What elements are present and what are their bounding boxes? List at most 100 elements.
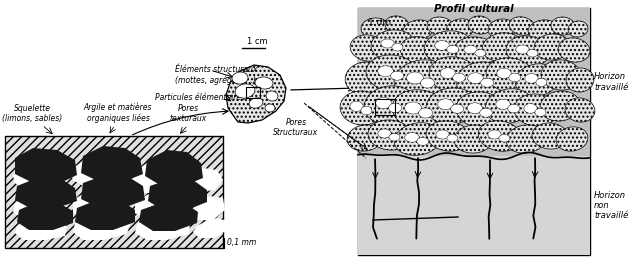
Ellipse shape [447, 45, 459, 53]
Text: Profil cultural: Profil cultural [434, 4, 514, 14]
Ellipse shape [568, 21, 588, 37]
Ellipse shape [515, 64, 559, 96]
Ellipse shape [475, 50, 486, 57]
Ellipse shape [385, 16, 409, 34]
Polygon shape [13, 192, 67, 220]
Ellipse shape [468, 16, 492, 34]
Ellipse shape [464, 45, 477, 54]
Ellipse shape [456, 62, 508, 98]
Ellipse shape [486, 58, 534, 92]
Ellipse shape [516, 45, 529, 54]
Text: Argile et matières
organiques liées: Argile et matières organiques liées [84, 103, 152, 123]
Polygon shape [17, 202, 73, 230]
Text: Particules élémentaires: Particules élémentaires [155, 94, 245, 103]
Ellipse shape [454, 37, 498, 65]
Ellipse shape [540, 91, 580, 121]
Ellipse shape [440, 68, 455, 79]
Bar [358, 8, 590, 156]
Ellipse shape [481, 78, 494, 87]
Text: 1 cm: 1 cm [247, 37, 268, 46]
Ellipse shape [429, 57, 479, 93]
Text: Pores
texturaux: Pores texturaux [169, 104, 207, 123]
Ellipse shape [368, 120, 412, 150]
Ellipse shape [350, 101, 363, 112]
Ellipse shape [361, 18, 389, 38]
Ellipse shape [488, 130, 501, 139]
Ellipse shape [454, 125, 494, 153]
Ellipse shape [389, 134, 400, 141]
Polygon shape [133, 163, 185, 193]
Polygon shape [148, 178, 207, 210]
Text: Squelette
(limons, sables): Squelette (limons, sables) [2, 104, 62, 123]
Ellipse shape [403, 20, 433, 40]
Ellipse shape [391, 71, 404, 80]
Ellipse shape [524, 104, 537, 113]
Ellipse shape [366, 55, 418, 91]
Bar [375, 99, 395, 115]
Ellipse shape [541, 60, 581, 90]
Text: Horizon
non
travaillé: Horizon non travaillé [594, 191, 628, 220]
Polygon shape [145, 150, 203, 186]
Ellipse shape [551, 17, 575, 35]
Polygon shape [73, 190, 130, 221]
Ellipse shape [378, 66, 393, 77]
Text: Horizon
travaillé: Horizon travaillé [594, 72, 628, 92]
Ellipse shape [447, 134, 458, 142]
Polygon shape [15, 218, 67, 240]
Ellipse shape [506, 125, 546, 153]
Ellipse shape [438, 99, 454, 110]
Ellipse shape [565, 98, 595, 122]
Polygon shape [13, 163, 63, 190]
Ellipse shape [453, 73, 465, 82]
Ellipse shape [446, 19, 474, 39]
Ellipse shape [347, 125, 383, 151]
Ellipse shape [404, 102, 421, 114]
Ellipse shape [265, 104, 275, 112]
Ellipse shape [506, 36, 550, 66]
Polygon shape [135, 192, 190, 221]
Ellipse shape [566, 68, 594, 92]
Polygon shape [226, 65, 286, 123]
Ellipse shape [381, 39, 394, 48]
Ellipse shape [364, 86, 416, 124]
Ellipse shape [249, 98, 263, 108]
Ellipse shape [392, 90, 448, 130]
Ellipse shape [400, 37, 440, 65]
Ellipse shape [266, 91, 278, 101]
Ellipse shape [394, 60, 450, 100]
Polygon shape [191, 196, 225, 220]
Ellipse shape [394, 123, 442, 155]
Ellipse shape [536, 78, 547, 87]
Ellipse shape [467, 73, 483, 84]
Text: Pores
Structuraux: Pores Structuraux [273, 118, 319, 137]
Ellipse shape [378, 129, 391, 138]
Ellipse shape [467, 103, 482, 114]
Ellipse shape [508, 104, 520, 113]
Ellipse shape [421, 78, 435, 88]
Bar [5, 136, 223, 248]
Ellipse shape [424, 31, 472, 63]
Polygon shape [15, 178, 77, 208]
Ellipse shape [480, 108, 492, 117]
Ellipse shape [345, 62, 385, 94]
Ellipse shape [392, 43, 403, 51]
Ellipse shape [436, 130, 449, 139]
Ellipse shape [426, 88, 478, 124]
Ellipse shape [371, 30, 415, 60]
Polygon shape [73, 216, 130, 240]
Polygon shape [81, 146, 143, 182]
Ellipse shape [389, 103, 402, 113]
Ellipse shape [488, 19, 516, 39]
Ellipse shape [478, 121, 522, 151]
Ellipse shape [418, 108, 433, 118]
Ellipse shape [527, 49, 538, 57]
Ellipse shape [532, 123, 568, 149]
Text: 1 dm: 1 dm [368, 18, 391, 27]
Ellipse shape [350, 35, 386, 61]
Ellipse shape [427, 17, 453, 35]
Polygon shape [70, 158, 127, 188]
Ellipse shape [456, 92, 506, 128]
Ellipse shape [340, 91, 384, 125]
Polygon shape [193, 218, 227, 238]
Ellipse shape [361, 106, 372, 115]
